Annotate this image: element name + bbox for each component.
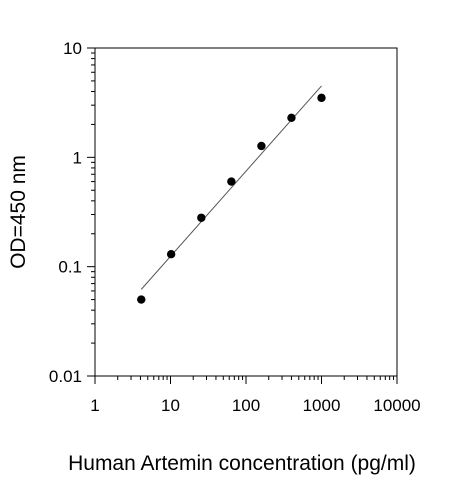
plot-frame xyxy=(94,47,398,377)
data-points xyxy=(137,93,326,304)
x-tick-label: 1000 xyxy=(303,396,341,415)
y-tick-label: 0.1 xyxy=(58,258,82,277)
data-point xyxy=(166,250,176,259)
data-point xyxy=(197,213,206,222)
data-point xyxy=(227,177,236,186)
plot-area-border xyxy=(94,47,398,377)
data-point xyxy=(287,113,296,122)
x-tick-label: 10000 xyxy=(373,396,420,415)
x-tick-label: 1 xyxy=(90,396,99,415)
y-axis: 0.01 0.1 1 10 xyxy=(49,39,95,386)
y-tick-label: 0.01 xyxy=(49,367,82,386)
data-point xyxy=(317,93,326,103)
y-tick-label: 1 xyxy=(73,148,82,167)
x-axis-title: Human Artemin concentration (pg/ml) xyxy=(68,452,416,475)
x-axis: 1 10 100 1000 10000 xyxy=(90,376,421,415)
data-point xyxy=(257,141,266,151)
x-tick-label: 100 xyxy=(232,396,260,415)
data-point xyxy=(137,295,146,304)
y-axis-title: OD=450 nm xyxy=(7,155,30,269)
y-tick-label: 10 xyxy=(63,39,82,58)
x-tick-label: 10 xyxy=(161,396,180,415)
